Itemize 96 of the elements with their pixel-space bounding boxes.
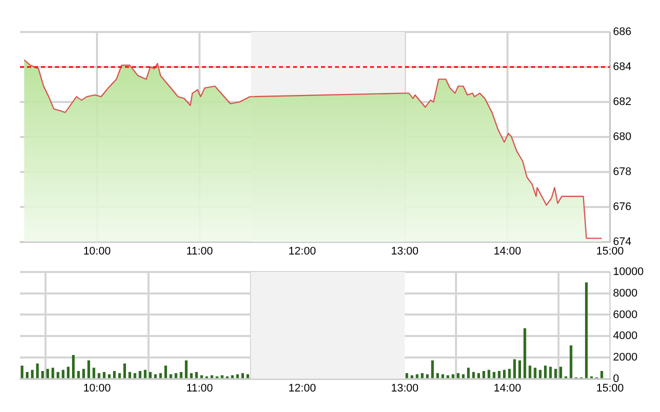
- bar: [426, 374, 429, 378]
- y-tick-label: 4000: [613, 330, 638, 342]
- bar: [180, 372, 182, 378]
- y-tick-label: 678: [613, 166, 632, 178]
- bar: [456, 373, 460, 378]
- bar: [544, 366, 547, 378]
- bar: [164, 366, 168, 378]
- bar: [534, 368, 536, 378]
- bar: [26, 372, 29, 378]
- x-tick-label: 14:00: [494, 382, 522, 394]
- bar: [62, 370, 64, 378]
- bar: [246, 374, 250, 378]
- x-tick-label: 12:00: [288, 245, 316, 258]
- y-tick-label: 676: [613, 200, 632, 213]
- bar: [420, 373, 424, 378]
- x-tick-label: 15:00: [596, 245, 624, 258]
- bar: [113, 370, 116, 378]
- bar: [508, 368, 511, 378]
- bar: [406, 373, 408, 378]
- bar: [528, 366, 532, 378]
- y-tick-label: 684: [613, 61, 632, 73]
- bar: [524, 328, 526, 378]
- bar: [488, 370, 490, 378]
- y-tick-label: 674: [613, 236, 632, 248]
- x-tick-label: 13:00: [391, 245, 419, 258]
- bar: [472, 372, 475, 378]
- x-tick-label: 14:00: [494, 245, 522, 258]
- bar: [148, 372, 152, 378]
- bar: [46, 368, 50, 378]
- bar: [128, 372, 132, 378]
- bar: [41, 370, 44, 378]
- x-tick-label: 12:00: [288, 382, 316, 394]
- y-tick-label: 8000: [613, 287, 638, 300]
- bar: [52, 368, 54, 378]
- bar: [154, 374, 157, 378]
- y-tick-label: 10000: [613, 266, 644, 278]
- bar: [30, 370, 34, 378]
- bar: [410, 375, 414, 378]
- x-tick-label: 13:00: [391, 382, 419, 394]
- bar: [77, 370, 80, 378]
- bar: [184, 360, 188, 378]
- bar: [36, 364, 39, 378]
- y-tick-label: 682: [613, 96, 632, 108]
- bar: [66, 366, 70, 378]
- x-tick-label: 10:00: [83, 382, 111, 394]
- bar: [570, 345, 572, 378]
- bar: [108, 374, 111, 378]
- x-tick-label: 10:00: [83, 245, 111, 258]
- bar: [118, 373, 121, 378]
- y-tick-label: 6000: [613, 308, 638, 321]
- bar: [82, 368, 85, 378]
- bar: [431, 360, 434, 378]
- bar: [477, 373, 480, 378]
- x-tick-label: 11:00: [186, 382, 213, 394]
- bar: [170, 374, 172, 378]
- y-tick-label: 686: [613, 26, 632, 38]
- bar: [123, 364, 126, 378]
- bar: [20, 366, 24, 378]
- y-tick-label: 680: [613, 130, 632, 143]
- bar: [102, 372, 106, 378]
- bar: [538, 370, 542, 378]
- bar: [441, 374, 444, 378]
- bar: [502, 370, 506, 378]
- bar: [559, 366, 562, 378]
- bar: [549, 366, 552, 378]
- bar: [416, 374, 418, 378]
- y-tick-label: 2000: [613, 351, 638, 364]
- bar: [482, 370, 486, 378]
- bar: [195, 372, 198, 378]
- bar: [452, 374, 454, 378]
- bar: [554, 368, 557, 378]
- bar: [159, 373, 162, 378]
- bar: [134, 373, 136, 378]
- bar: [467, 368, 470, 378]
- bar: [138, 370, 142, 378]
- bar: [236, 374, 239, 378]
- bar: [585, 282, 588, 378]
- bar: [436, 373, 439, 378]
- bar: [492, 372, 496, 378]
- bar: [56, 372, 60, 378]
- bar: [190, 373, 193, 378]
- bar: [144, 370, 147, 378]
- bar: [462, 374, 465, 378]
- bar: [518, 360, 522, 378]
- bar: [92, 368, 96, 378]
- y-tick-label: 0: [613, 372, 620, 385]
- bar: [498, 370, 501, 378]
- bar: [513, 359, 516, 378]
- bar: [87, 360, 90, 378]
- bar: [174, 373, 178, 378]
- bar: [72, 354, 75, 378]
- bar: [600, 370, 604, 378]
- x-tick-label: 11:00: [186, 245, 213, 258]
- bar: [98, 373, 100, 378]
- x-tick-label: 15:00: [596, 382, 624, 394]
- bar: [241, 373, 244, 378]
